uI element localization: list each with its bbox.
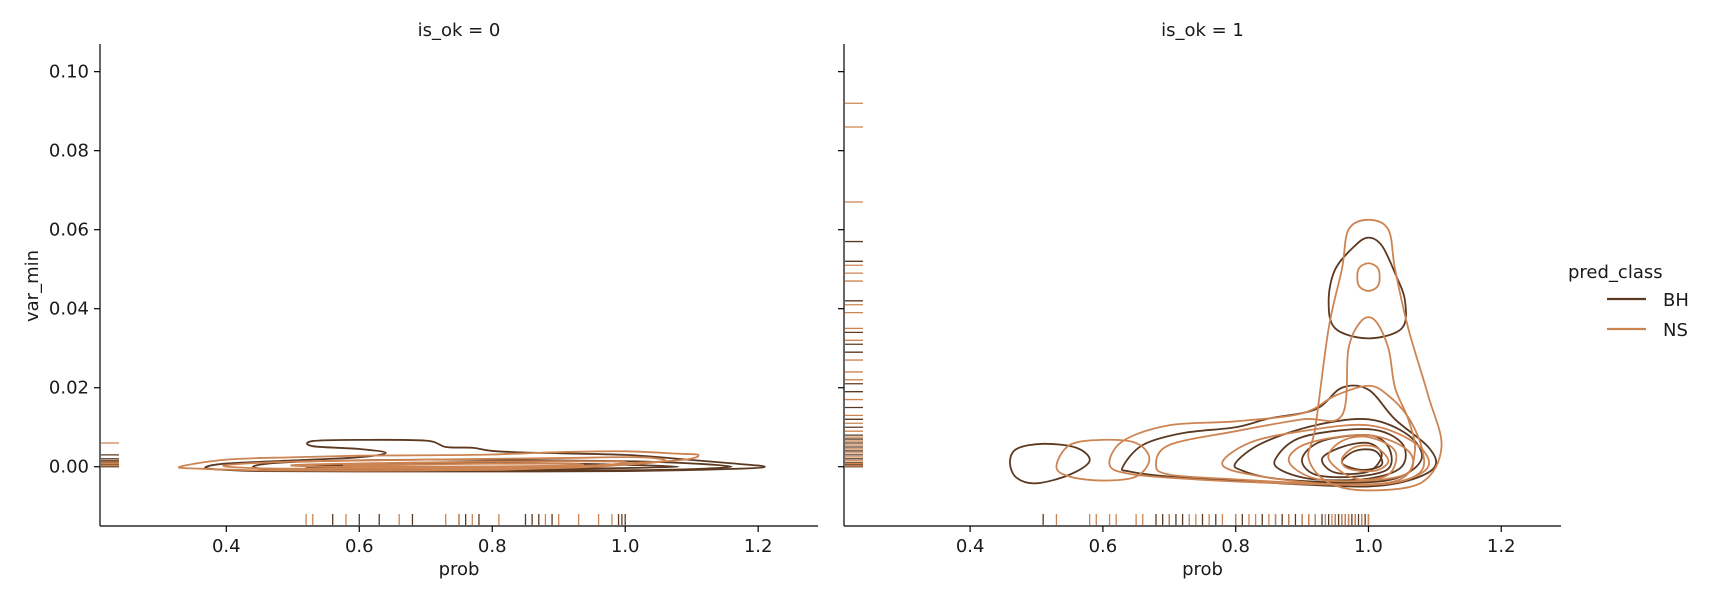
kde-contour-ns xyxy=(1287,434,1415,483)
kde-contour-bh xyxy=(1327,236,1407,340)
facet-panel-0: is_ok = 0 0.4 0.6 0.8 1.0 1.2 0.00 0.02 0.04 0.06… xyxy=(49,20,818,580)
y-tick-label: 0.00 xyxy=(49,457,89,478)
y-tick-label: 0.08 xyxy=(49,141,89,162)
kde-contour-bh xyxy=(204,438,766,473)
x-axis-label: prob xyxy=(1182,559,1223,580)
kde-contour-ns xyxy=(1356,262,1381,292)
kde-contour-ns xyxy=(1307,218,1443,492)
kde-contour-ns xyxy=(1327,435,1398,481)
y-tick-label: 0.02 xyxy=(49,378,89,399)
kde-contour-ns xyxy=(1221,423,1430,487)
panel-title: is_ok = 0 xyxy=(418,20,501,41)
legend-label-bh: BH xyxy=(1663,290,1689,311)
y-tick-label: 0.06 xyxy=(49,220,89,241)
x-tick-label: 0.6 xyxy=(345,536,374,557)
x-tick-label: 0.4 xyxy=(956,536,985,557)
legend-title: pred_class xyxy=(1568,262,1663,283)
facet-panels: is_ok = 0 0.4 0.6 0.8 1.0 1.2 0.00 0.02 0.04 0.06… xyxy=(49,20,1561,580)
kde-contour-bh xyxy=(1009,442,1091,485)
legend: pred_class BH NS xyxy=(1568,262,1689,341)
kde-contour-ns xyxy=(342,462,584,468)
x-tick-label: 0.4 xyxy=(212,536,241,557)
kde-contour-bh xyxy=(1321,441,1383,475)
kde-contour-ns xyxy=(1055,438,1151,482)
x-tick-label: 0.6 xyxy=(1089,536,1118,557)
x-tick-label: 0.8 xyxy=(478,536,507,557)
kde-contour-bh xyxy=(1273,428,1407,482)
x-tick-label: 1.2 xyxy=(1487,536,1516,557)
kde-contour-ns xyxy=(222,456,667,470)
y-tick-label: 0.04 xyxy=(49,299,89,320)
x-axis-label: prob xyxy=(439,559,480,580)
x-tick-label: 1.2 xyxy=(744,536,773,557)
facet-panel-1: is_ok = 1 0.4 0.6 0.8 1.0 1.2 prob xyxy=(838,20,1561,580)
kde-contour-ns xyxy=(290,460,628,469)
panel-title: is_ok = 1 xyxy=(1161,20,1244,41)
y-axis-label: var_min xyxy=(22,250,43,322)
y-axis-label-group: var_min xyxy=(22,250,43,322)
x-tick-label: 1.0 xyxy=(611,536,640,557)
x-tick-label: 1.0 xyxy=(1354,536,1383,557)
kde-contour-ns xyxy=(1340,444,1390,473)
kde-contour-ns xyxy=(1155,316,1417,486)
kde-contour-bh xyxy=(1341,448,1384,471)
legend-label-ns: NS xyxy=(1663,320,1688,341)
y-tick-label: 0.10 xyxy=(49,62,89,83)
kde-contour-ns xyxy=(177,450,700,472)
x-tick-label: 0.8 xyxy=(1221,536,1250,557)
